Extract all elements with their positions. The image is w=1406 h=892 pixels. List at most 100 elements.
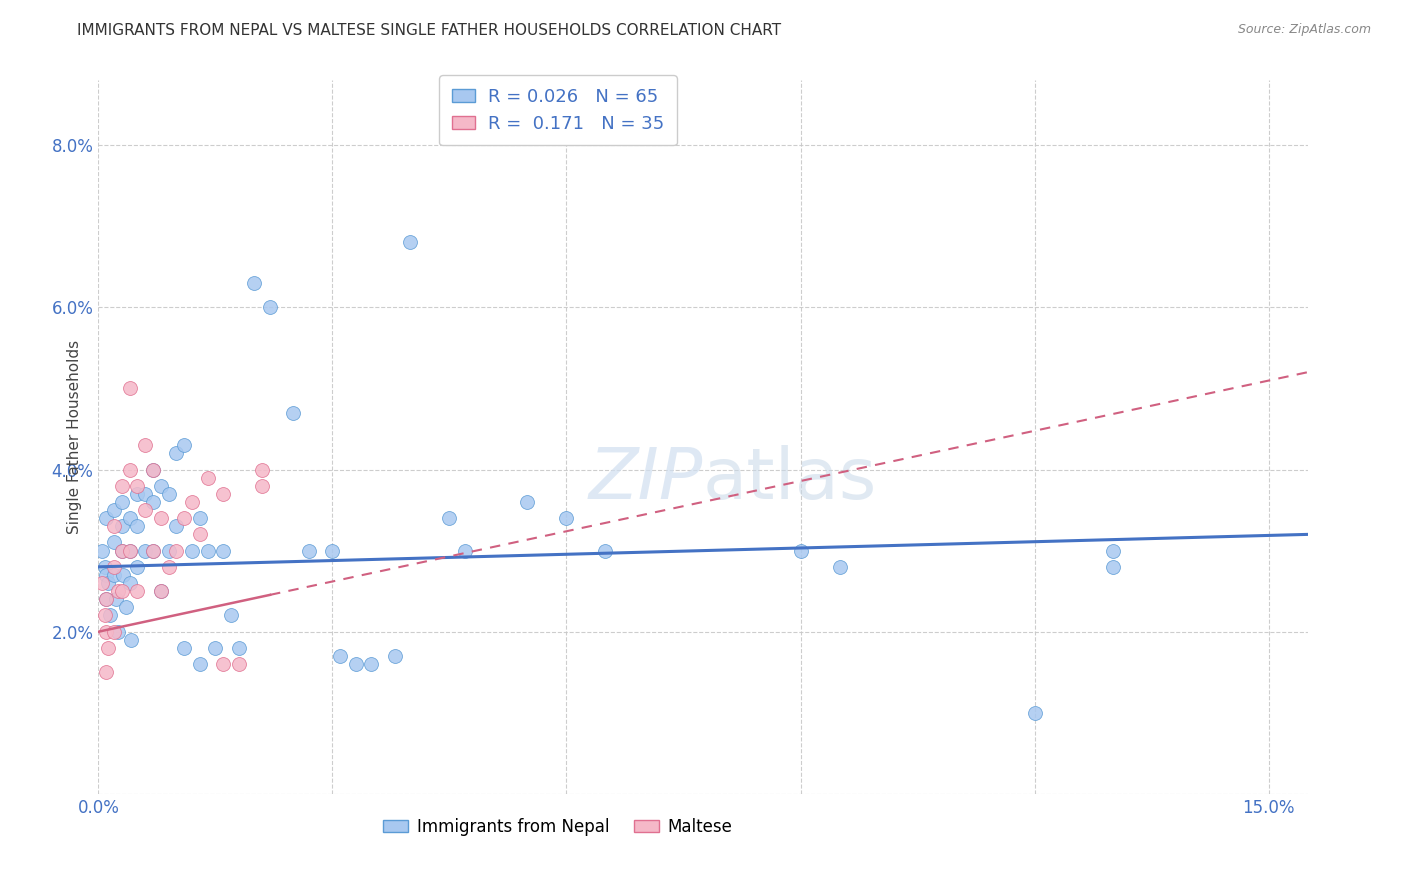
Text: IMMIGRANTS FROM NEPAL VS MALTESE SINGLE FATHER HOUSEHOLDS CORRELATION CHART: IMMIGRANTS FROM NEPAL VS MALTESE SINGLE … <box>77 23 782 38</box>
Point <box>96 624 118 639</box>
Point <box>555 511 578 525</box>
Point <box>142 462 165 476</box>
Point <box>173 640 195 655</box>
Point <box>118 576 141 591</box>
Point <box>595 543 617 558</box>
Point <box>107 624 129 639</box>
Point <box>157 487 180 501</box>
Point <box>134 503 156 517</box>
Point <box>111 543 134 558</box>
Point <box>103 503 125 517</box>
Point <box>188 527 211 541</box>
Point <box>112 568 135 582</box>
Point <box>384 648 406 663</box>
Point <box>259 301 281 315</box>
Point <box>142 543 165 558</box>
Point <box>228 640 250 655</box>
Point <box>360 657 382 672</box>
Point <box>134 487 156 501</box>
Point <box>103 535 125 549</box>
Point <box>111 495 134 509</box>
Point <box>142 495 165 509</box>
Point <box>103 568 125 582</box>
Point <box>111 519 134 533</box>
Point <box>111 479 134 493</box>
Point <box>91 543 114 558</box>
Text: ZIP: ZIP <box>589 445 703 515</box>
Point <box>197 470 219 484</box>
Point <box>96 592 118 607</box>
Point <box>96 568 118 582</box>
Point <box>204 640 226 655</box>
Point <box>104 592 127 607</box>
Point <box>118 543 141 558</box>
Point <box>111 584 134 599</box>
Point <box>181 495 204 509</box>
Point <box>165 543 187 558</box>
Point <box>127 487 149 501</box>
Point <box>212 487 235 501</box>
Point <box>127 559 149 574</box>
Point <box>344 657 367 672</box>
Point <box>98 608 121 623</box>
Point <box>188 657 211 672</box>
Point <box>114 600 136 615</box>
Point <box>283 406 305 420</box>
Point <box>173 511 195 525</box>
Point <box>96 511 118 525</box>
Point <box>127 519 149 533</box>
Point <box>93 608 115 623</box>
Point <box>103 519 125 533</box>
Point <box>97 576 120 591</box>
Text: Source: ZipAtlas.com: Source: ZipAtlas.com <box>1237 23 1371 37</box>
Point <box>1024 706 1046 720</box>
Y-axis label: Single Father Households: Single Father Households <box>66 340 82 534</box>
Point <box>149 511 172 525</box>
Point <box>157 559 180 574</box>
Point <box>321 543 343 558</box>
Point <box>329 648 352 663</box>
Point <box>454 543 477 558</box>
Point <box>118 511 141 525</box>
Point <box>188 511 211 525</box>
Point <box>93 559 115 574</box>
Point <box>165 446 187 460</box>
Point <box>439 511 461 525</box>
Point <box>243 276 266 290</box>
Point <box>107 584 129 599</box>
Point <box>197 543 219 558</box>
Point <box>252 462 274 476</box>
Point <box>149 584 172 599</box>
Point <box>142 462 165 476</box>
Point <box>212 657 235 672</box>
Point <box>298 543 321 558</box>
Point <box>789 543 811 558</box>
Point <box>96 592 118 607</box>
Point <box>1101 559 1123 574</box>
Point <box>399 235 422 250</box>
Point <box>142 543 165 558</box>
Point <box>118 381 141 395</box>
Point <box>127 584 149 599</box>
Point <box>157 543 180 558</box>
Point <box>219 608 242 623</box>
Point <box>134 438 156 452</box>
Legend: Immigrants from Nepal, Maltese: Immigrants from Nepal, Maltese <box>377 812 740 843</box>
Point <box>149 584 172 599</box>
Point <box>228 657 250 672</box>
Point <box>173 438 195 452</box>
Point <box>149 479 172 493</box>
Point <box>103 624 125 639</box>
Point <box>111 543 134 558</box>
Point <box>91 576 114 591</box>
Text: atlas: atlas <box>703 445 877 515</box>
Point <box>96 665 118 680</box>
Point <box>134 543 156 558</box>
Point <box>118 462 141 476</box>
Point <box>212 543 235 558</box>
Point <box>120 632 142 647</box>
Point <box>97 640 120 655</box>
Point <box>1101 543 1123 558</box>
Point <box>252 479 274 493</box>
Point <box>127 479 149 493</box>
